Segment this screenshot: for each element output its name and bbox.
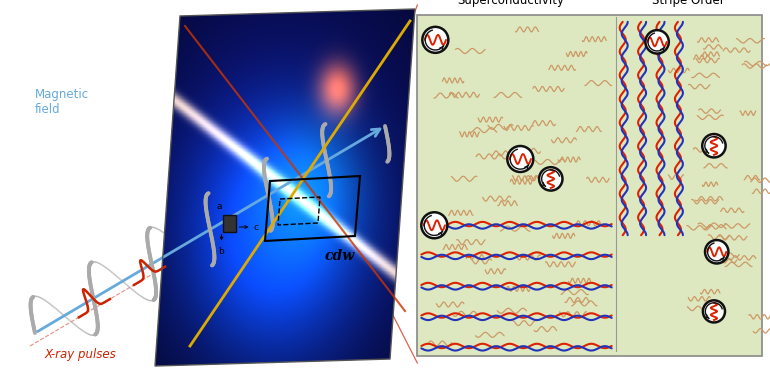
Circle shape <box>645 30 669 53</box>
Circle shape <box>421 212 447 238</box>
Text: b: b <box>219 246 224 256</box>
Text: a: a <box>217 201 223 210</box>
Text: cdw: cdw <box>325 249 355 263</box>
Circle shape <box>539 167 562 191</box>
Text: X-ray pulses: X-ray pulses <box>44 348 116 361</box>
Text: Stripe Order: Stripe Order <box>651 0 725 7</box>
Circle shape <box>703 301 725 322</box>
Circle shape <box>702 134 725 157</box>
Text: Magnetic
field: Magnetic field <box>35 88 89 116</box>
Polygon shape <box>155 9 415 366</box>
Circle shape <box>507 146 534 172</box>
Circle shape <box>422 27 448 53</box>
Circle shape <box>705 240 728 263</box>
Bar <box>223 214 236 232</box>
Bar <box>417 15 762 356</box>
Text: c: c <box>253 223 259 232</box>
Text: Superconductivity: Superconductivity <box>457 0 564 7</box>
